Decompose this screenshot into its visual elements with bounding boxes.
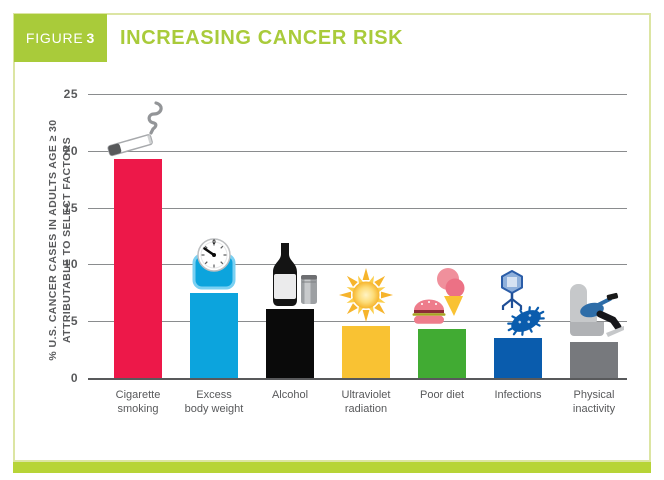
sun-icon: [328, 262, 404, 324]
category-label-line: Infections: [494, 389, 542, 401]
bathroom-scale-icon: 0: [176, 229, 252, 291]
figure-badge-label: FIGURE: [25, 30, 84, 46]
bar: [342, 325, 390, 378]
chart-title: INCREASING CANCER RISK: [120, 27, 404, 49]
figure-badge-number: 3: [86, 30, 96, 46]
bar: [570, 341, 618, 378]
category-label-line: smoking: [117, 402, 159, 415]
footer-accent-strip: [13, 462, 651, 473]
y-tick-label: 15: [63, 200, 78, 215]
category-label: Poor diet: [399, 389, 485, 403]
gridline: [88, 150, 627, 152]
gridline: [88, 94, 627, 95]
category-label-line: inactivity: [572, 402, 616, 415]
y-tick-label: 25: [63, 87, 78, 101]
bar: [494, 338, 542, 378]
category-label-line: Ultraviolet: [341, 389, 391, 401]
gridline: [88, 321, 627, 323]
person-in-recliner-icon: [556, 278, 632, 340]
figure-badge: FIGURE 3: [14, 14, 107, 62]
cigarette-icon: [100, 95, 176, 157]
burger-and-ice-cream-icon: [404, 265, 480, 327]
virus-and-bacteria-icon: [480, 270, 556, 337]
bar-chart-plot-area: 0 5 10 15 20 25 Cigarette smoking 0 Excess body…: [15, 15, 649, 460]
category-label-line: Excess: [196, 389, 232, 401]
y-tick-label: 20: [63, 143, 78, 158]
category-label: Cigarette smoking: [95, 389, 181, 416]
category-label-line: Alcohol: [271, 389, 309, 401]
category-label-line: body weight: [184, 402, 244, 415]
bar: [266, 308, 314, 378]
svg-text:0: 0: [212, 240, 216, 246]
gridline: [88, 264, 627, 266]
category-label-line: Cigarette: [115, 389, 161, 401]
x-axis-line: [88, 378, 627, 380]
gridline: [88, 207, 627, 209]
y-tick-label: 0: [70, 371, 78, 385]
category-label-line: Physical: [573, 389, 615, 401]
category-label: Alcohol: [247, 389, 333, 403]
category-label: Physical inactivity: [551, 389, 637, 416]
y-tick-label: 10: [63, 257, 78, 272]
bar: [190, 292, 238, 378]
bar: [114, 158, 162, 378]
category-label: Ultraviolet radiation: [323, 389, 409, 416]
category-label: Excess body weight: [171, 389, 257, 416]
figure-card: FIGURE 3 INCREASING CANCER RISK % U.S. C…: [13, 13, 651, 462]
category-label-line: Poor diet: [419, 389, 465, 401]
y-tick-label: 5: [70, 314, 78, 329]
bar: [418, 329, 466, 378]
wine-bottle-and-can-icon: [252, 242, 328, 307]
category-label-line: radiation: [344, 402, 388, 415]
category-label: Infections: [475, 389, 561, 403]
